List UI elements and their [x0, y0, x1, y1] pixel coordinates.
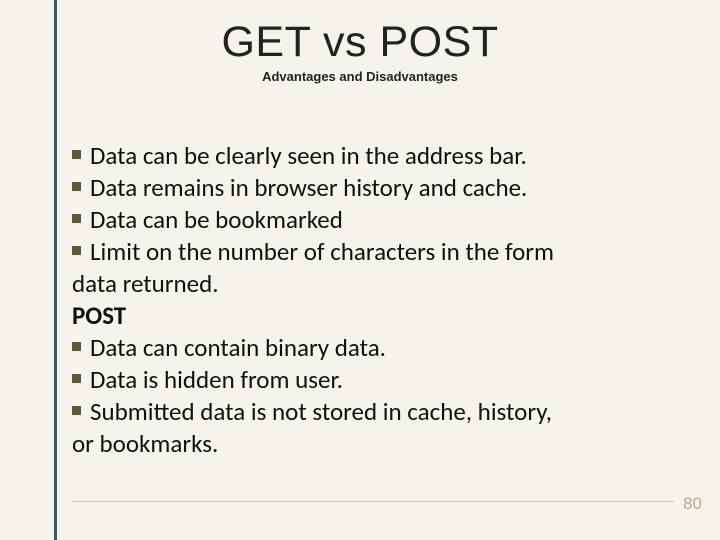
text-line: or bookmarks. — [72, 428, 670, 460]
accent-vertical-line — [54, 0, 57, 540]
bullet-line: Data can contain binary data. — [72, 332, 670, 364]
bullet-line: Data can be clearly seen in the address … — [72, 140, 670, 172]
bullet-line: Data can be bookmarked — [72, 204, 670, 236]
bullet-line: Submitted data is not stored in cache, h… — [72, 396, 670, 428]
slide: GET vs POST Advantages and Disadvantages… — [0, 0, 720, 540]
slide-subtitle: Advantages and Disadvantages — [40, 69, 680, 84]
footer-rule — [72, 501, 674, 502]
bullet-line: Data remains in browser history and cach… — [72, 172, 670, 204]
bullet-line: Data is hidden from user. — [72, 364, 670, 396]
slide-body: Data can be clearly seen in the address … — [68, 140, 680, 460]
bullet-line: Limit on the number of characters in the… — [72, 236, 670, 268]
text-line: data returned. — [72, 268, 670, 300]
page-number: 80 — [683, 494, 702, 514]
text-line: POST — [72, 300, 670, 332]
slide-title: GET vs POST — [40, 18, 680, 67]
